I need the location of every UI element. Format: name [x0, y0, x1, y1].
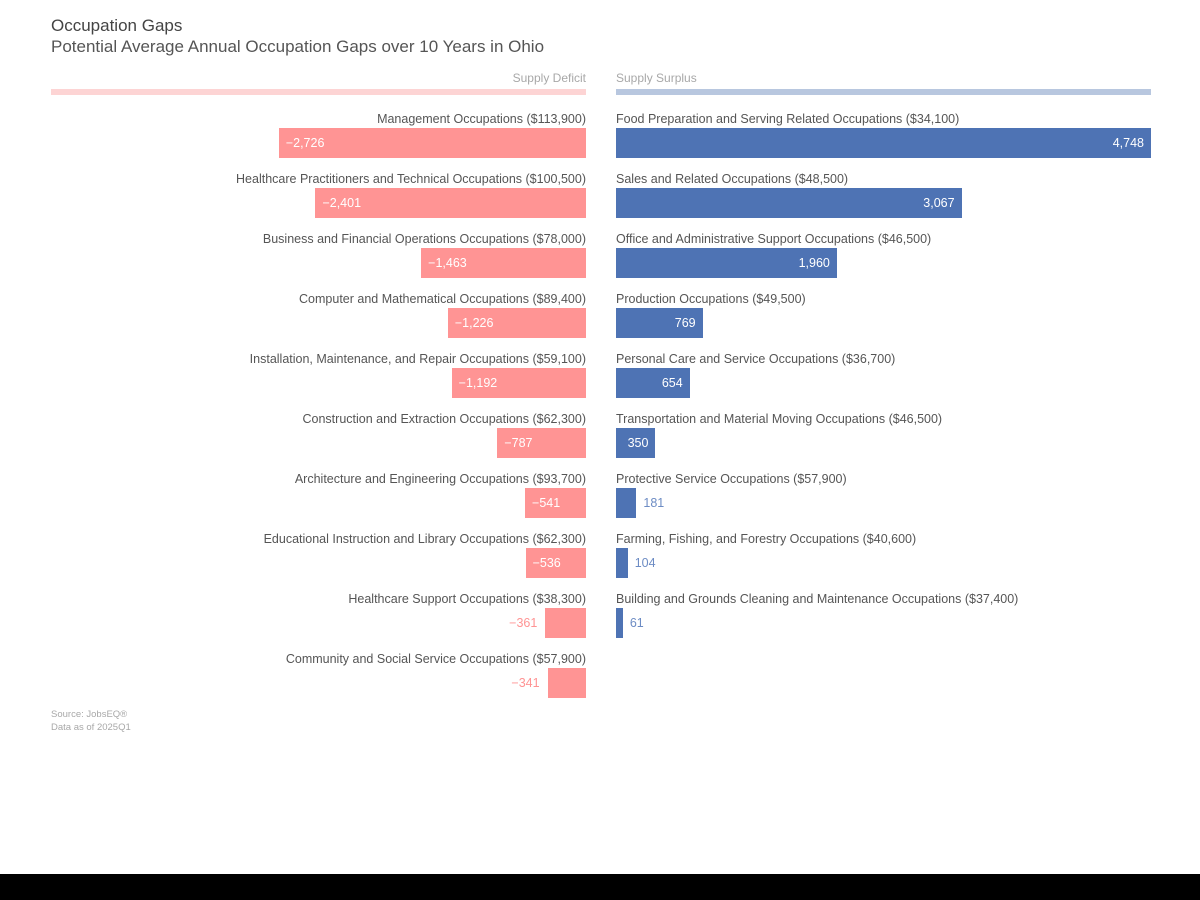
chart-subtitle: Potential Average Annual Occupation Gaps…	[51, 37, 545, 56]
deficit-category-label: Educational Instruction and Library Occu…	[263, 532, 586, 546]
surplus-value-label: 181	[643, 496, 665, 510]
deficit-value-label: −2,401	[322, 196, 362, 210]
surplus-value-label: 61	[629, 616, 644, 630]
surplus-category-label: Sales and Related Occupations ($48,500)	[616, 172, 849, 186]
surplus-bar	[616, 548, 628, 578]
bottom-strip	[0, 874, 1200, 900]
surplus-bar	[616, 128, 1151, 158]
deficit-bar	[278, 128, 586, 158]
deficit-category-label: Installation, Maintenance, and Repair Oc…	[249, 352, 586, 366]
surplus-bar	[616, 248, 837, 278]
surplus-bar	[616, 488, 637, 518]
surplus-value-label: 104	[634, 556, 656, 570]
surplus-bar	[616, 308, 703, 338]
deficit-value-label: −1,463	[428, 256, 467, 270]
surplus-bar	[616, 608, 623, 638]
surplus-category-label: Building and Grounds Cleaning and Mainte…	[616, 592, 1019, 606]
deficit-bar	[447, 308, 586, 338]
surplus-value-label: 654	[661, 376, 683, 390]
deficit-value-label: −1,226	[454, 316, 494, 330]
supply-deficit-rule	[51, 89, 586, 95]
surplus-category-label: Personal Care and Service Occupations ($…	[616, 352, 896, 366]
surplus-value-label: 350	[627, 436, 649, 450]
surplus-value-label: 4,748	[1112, 136, 1144, 150]
deficit-bar	[545, 608, 586, 638]
deficit-category-label: Healthcare Practitioners and Technical O…	[236, 172, 586, 186]
surplus-category-label: Food Preparation and Serving Related Occ…	[616, 112, 960, 126]
chart-title: Occupation Gaps	[51, 16, 183, 35]
surplus-bar	[616, 188, 962, 218]
source-note: Source: JobsEQ® Data as of 2025Q1	[51, 709, 131, 734]
surplus-bar	[616, 428, 656, 458]
deficit-value-label: −361	[509, 616, 538, 630]
deficit-category-label: Architecture and Engineering Occupations…	[294, 472, 586, 486]
surplus-category-label: Farming, Fishing, and Forestry Occupatio…	[616, 532, 917, 546]
surplus-value-label: 1,960	[798, 256, 830, 270]
surplus-category-label: Transportation and Material Moving Occup…	[616, 412, 943, 426]
source-text: Source: JobsEQ®	[51, 709, 128, 720]
deficit-value-label: −1,192	[458, 376, 498, 390]
deficit-bar	[451, 368, 586, 398]
surplus-value-label: 769	[674, 316, 696, 330]
deficit-bar	[525, 548, 586, 578]
deficit-category-label: Business and Financial Operations Occupa…	[262, 232, 586, 246]
deficit-category-label: Community and Social Service Occupations…	[285, 652, 586, 666]
deficit-category-label: Healthcare Support Occupations ($38,300)	[348, 592, 586, 606]
supply-surplus-label: Supply Surplus	[616, 71, 697, 85]
deficit-category-label: Management Occupations ($113,900)	[377, 112, 586, 126]
deficit-category-label: Construction and Extraction Occupations …	[302, 412, 587, 426]
surplus-category-label: Office and Administrative Support Occupa…	[616, 232, 932, 246]
occupation-gaps-chart: Management Occupations ($113,900) −2,726 H…	[236, 112, 1151, 698]
deficit-value-label: −536	[532, 556, 561, 570]
deficit-bar	[315, 188, 586, 218]
surplus-bar	[616, 368, 690, 398]
deficit-value-label: −787	[504, 436, 533, 450]
data-date-text: Data as of 2025Q1	[51, 721, 131, 733]
deficit-bar	[421, 248, 586, 278]
deficit-value-label: −2,726	[285, 136, 325, 150]
deficit-category-label: Computer and Mathematical Occupations ($…	[299, 292, 586, 306]
surplus-category-label: Production Occupations ($49,500)	[616, 292, 806, 306]
deficit-bar	[497, 428, 586, 458]
deficit-bar	[525, 488, 586, 518]
supply-deficit-label: Supply Deficit	[512, 71, 586, 85]
deficit-value-label: −341	[511, 676, 540, 690]
deficit-bar	[547, 668, 586, 698]
surplus-category-label: Protective Service Occupations ($57,900)	[616, 472, 847, 486]
deficit-value-label: −541	[532, 496, 561, 510]
supply-surplus-rule	[616, 89, 1151, 95]
surplus-value-label: 3,067	[923, 196, 955, 210]
